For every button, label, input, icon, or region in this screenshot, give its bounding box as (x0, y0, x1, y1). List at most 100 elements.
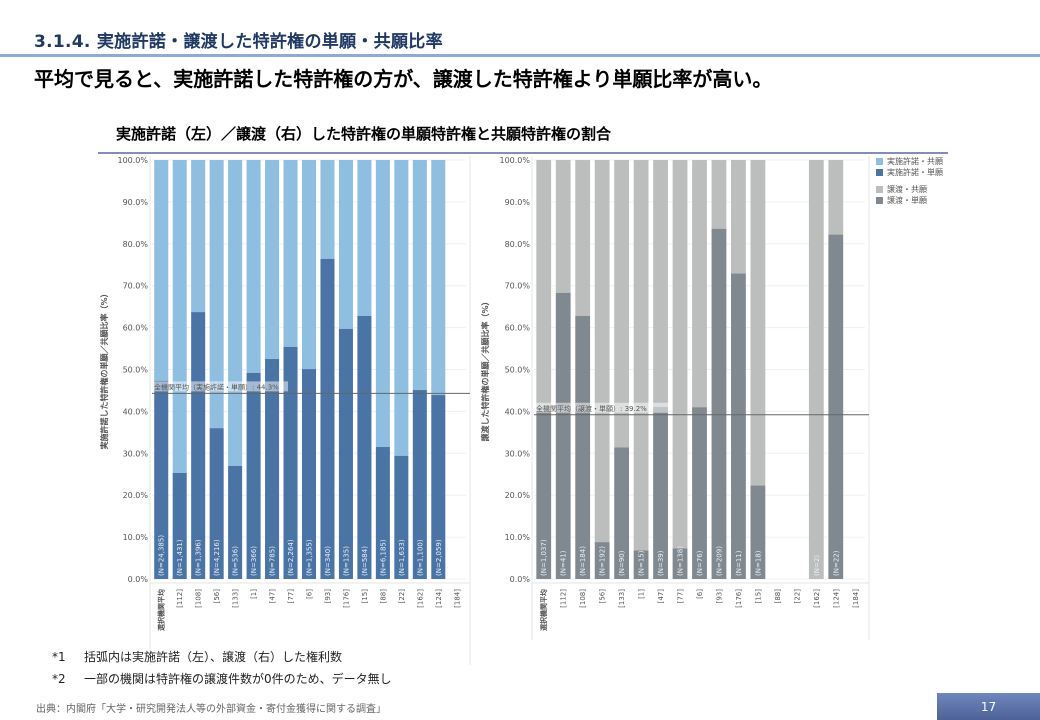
x-category-label: [47] (269, 589, 277, 604)
footnote-marker: *2 (52, 672, 66, 686)
x-category-label: [112] (176, 589, 184, 608)
legend-swatch (876, 186, 883, 193)
bar-segment-license-joint (338, 160, 353, 329)
bar-segment-transfer-single (633, 550, 649, 579)
y-tick-label: 10.0% (123, 533, 149, 542)
bar-count-label: (N=209) (715, 546, 723, 576)
bar-count-label: (N=18) (754, 550, 762, 576)
y-tick-label: 90.0% (123, 198, 149, 207)
x-category-label: [56] (599, 589, 607, 604)
reference-line-label: 全機関平均（譲渡・単願）: 39.2% (536, 404, 647, 413)
bar-segment-transfer-single (536, 410, 552, 579)
bar-segment-transfer-joint (750, 160, 766, 486)
bar-segment-license-single (357, 315, 372, 579)
bar-segment-license-joint (246, 160, 261, 373)
bar-segment-transfer-single (614, 447, 630, 579)
bar-segment-license-joint (301, 160, 317, 370)
bar-segment-transfer-joint (594, 160, 610, 543)
bar-count-label: (N=1,396) (195, 539, 203, 576)
y-tick-label: 50.0% (505, 366, 531, 375)
bar-count-label: (N=90) (618, 550, 626, 576)
bar-segment-license-single (265, 359, 280, 579)
y-tick-label: 80.0% (123, 240, 149, 249)
x-category-label: [6] (696, 589, 704, 599)
bar-count-label: (N=2) (813, 555, 821, 576)
bar-segment-license-single (431, 395, 446, 579)
bar-count-label: (N=1,100) (416, 539, 424, 576)
y-tick-label: 80.0% (505, 240, 531, 249)
bar-segment-transfer-joint (555, 160, 571, 293)
x-category-label: [162] (416, 589, 424, 608)
bar-segment-transfer-joint (633, 160, 649, 551)
bar-count-label: (N=15) (638, 550, 646, 576)
bar-segment-license-single (394, 455, 409, 579)
y-tick-label: 30.0% (505, 449, 531, 458)
x-category-label: [22] (793, 589, 801, 604)
bar-count-label: (N=1,037) (540, 539, 548, 576)
bar-segment-license-joint (209, 160, 224, 429)
x-category-label: [56] (213, 589, 221, 604)
bar-segment-transfer-single (711, 228, 727, 579)
bar-segment-license-single (191, 312, 206, 579)
bar-segment-license-joint (154, 160, 169, 381)
bar-segment-transfer-single (555, 292, 571, 579)
y-tick-label: 100.0% (117, 156, 148, 165)
y-tick-label: 20.0% (123, 491, 149, 500)
bar-segment-license-single (412, 390, 427, 579)
legend-swatch (876, 158, 883, 165)
bar-segment-license-single (246, 372, 261, 579)
y-tick-label: 40.0% (123, 407, 149, 416)
legend-label: 譲渡・単願 (887, 196, 927, 205)
x-category-label: 選択機関平均 (157, 589, 166, 631)
x-category-label: [108] (195, 589, 203, 608)
bar-segment-license-joint (357, 160, 372, 316)
y-tick-label: 70.0% (505, 282, 531, 291)
x-category-label: [176] (735, 589, 743, 608)
bar-segment-transfer-joint (653, 160, 668, 407)
x-category-label: [108] (579, 589, 587, 608)
bar-segment-license-single (338, 328, 353, 579)
x-category-label: [162] (813, 589, 821, 608)
y-axis-label: 譲渡した特許権の単願／共願比率（%） (480, 297, 490, 441)
x-category-label: [184] (852, 589, 860, 608)
y-tick-label: 60.0% (123, 324, 149, 333)
y-tick-label: 60.0% (505, 324, 531, 333)
bar-segment-transfer-joint (575, 160, 591, 316)
bar-count-label: (N=11) (735, 550, 743, 576)
y-tick-label: 100.0% (499, 156, 530, 165)
bar-segment-license-joint (283, 160, 298, 347)
bar-count-label: (N=340) (324, 546, 332, 576)
bar-segment-license-single (172, 472, 187, 579)
x-category-label: [124] (832, 589, 840, 608)
bar-segment-transfer-joint (731, 160, 746, 274)
headline: 平均で見ると、実施許諾した特許権の方が、譲渡した特許権より単願比率が高い。 (34, 67, 773, 91)
bar-segment-transfer-joint (828, 160, 844, 235)
bar-count-label: (N=41) (560, 550, 568, 576)
y-tick-label: 40.0% (505, 407, 531, 416)
x-category-label: 選択機関平均 (539, 589, 548, 631)
bar-count-label: (N=22) (832, 550, 840, 576)
x-category-label: [124] (435, 589, 443, 608)
y-tick-label: 50.0% (123, 366, 149, 375)
bar-segment-license-single (301, 369, 317, 579)
bar-segment-license-joint (191, 160, 206, 313)
bar-segment-license-joint (320, 160, 335, 259)
bar-segment-transfer-joint (536, 160, 552, 411)
bar-count-label: (N=6,185) (379, 539, 387, 576)
bar-segment-transfer-joint (808, 160, 824, 579)
bar-segment-transfer-single (828, 234, 844, 579)
footnote-2: *2 一部の機関は特許権の譲渡件数が0件のため、データ無し (52, 670, 392, 687)
bar-count-label: (N=4,216) (213, 539, 221, 576)
y-tick-label: 0.0% (510, 575, 531, 584)
bar-segment-transfer-joint (672, 160, 688, 549)
x-category-label: [176] (342, 589, 350, 608)
footnote-1: *1 括弧内は実施許諾（左）、譲渡（右）した権利数 (52, 648, 342, 665)
legend-item-license-single: 実施許諾・単願 (876, 167, 943, 178)
legend-item-license-joint: 実施許諾・共願 (876, 156, 943, 167)
y-tick-label: 20.0% (505, 491, 531, 500)
y-tick-label: 30.0% (123, 449, 149, 458)
bar-segment-transfer-joint (692, 160, 707, 408)
bar-count-label: (N=2,059) (435, 539, 443, 576)
bar-count-label: (N=584) (361, 546, 369, 576)
footnote-text: 一部の機関は特許権の譲渡件数が0件のため、データ無し (84, 672, 392, 686)
